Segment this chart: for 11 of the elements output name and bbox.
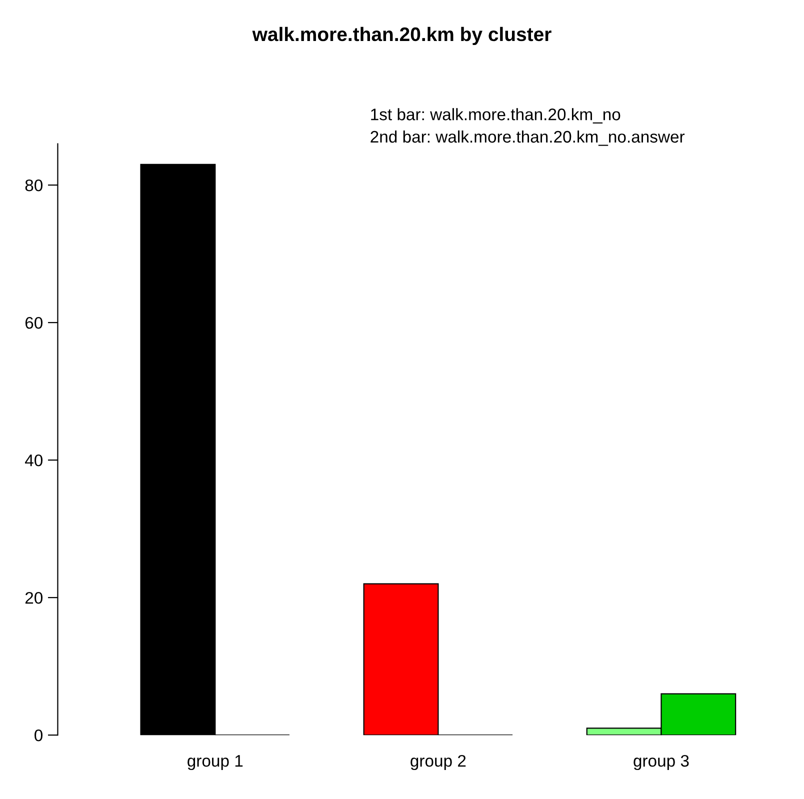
- y-tick-label: 20: [25, 592, 43, 604]
- annotation: 2nd bar: walk.more.than.20.km_no.answer: [370, 130, 685, 146]
- y-tick-label: 60: [25, 316, 43, 329]
- y-tick-label: 40: [25, 454, 43, 466]
- chart-title: walk.more.than.20.km by cluster: [252, 26, 552, 46]
- y-tick-label: 80: [25, 179, 43, 192]
- y-tick-label: 0: [34, 729, 43, 742]
- x-tick-label: group 1: [188, 755, 243, 770]
- x-tick-label: group 3: [634, 754, 689, 770]
- text: 1st bar: walk.more.than.20.km_no: [371, 108, 620, 124]
- x-tick-label: group 2: [410, 754, 466, 770]
